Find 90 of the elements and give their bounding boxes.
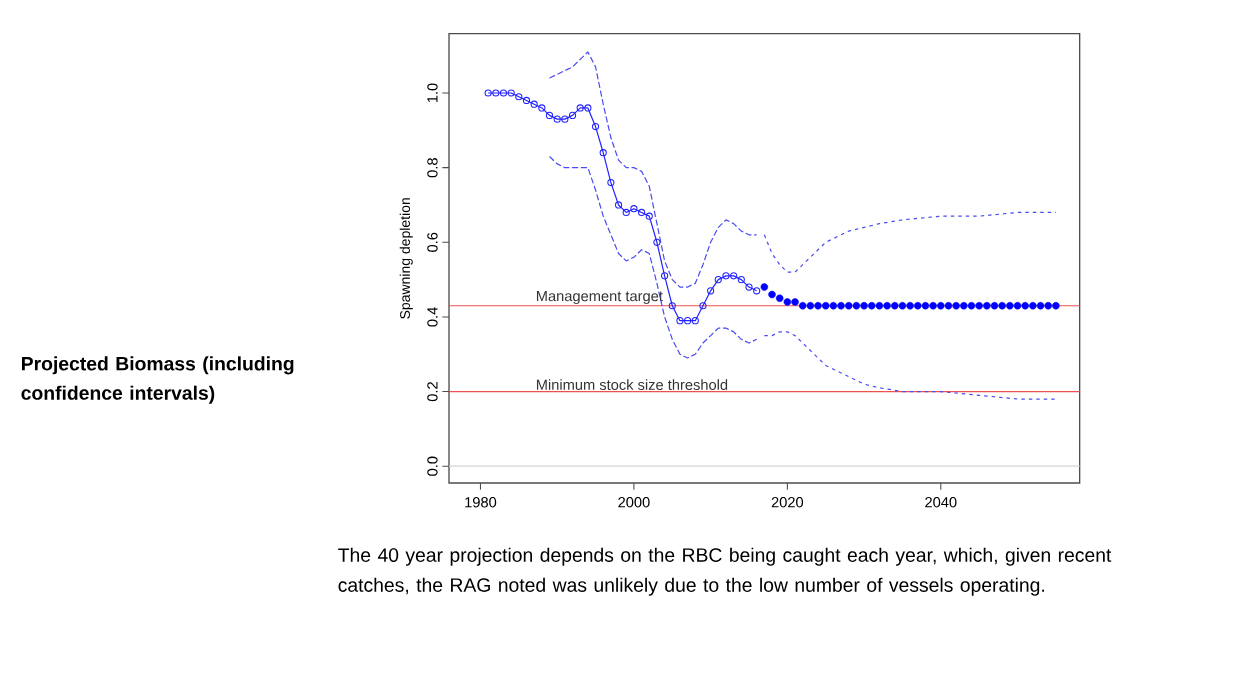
point: [561, 115, 569, 123]
point: [1044, 301, 1052, 310]
point: [814, 301, 822, 310]
point: [753, 287, 761, 295]
point: [998, 301, 1006, 310]
point: [492, 89, 500, 97]
point: [852, 301, 861, 310]
point: [553, 115, 561, 123]
point: [737, 276, 745, 284]
point: [599, 149, 607, 157]
point: [722, 272, 730, 280]
ref-line-label: Minimum stock size threshold: [536, 379, 728, 390]
text: Projected Biomass (including confidence intervals): [21, 356, 294, 404]
point: [515, 93, 523, 101]
x-tick-label: 2040: [925, 497, 957, 508]
point: [783, 298, 792, 306]
point: [668, 302, 676, 310]
point: [745, 283, 753, 291]
point: [775, 294, 784, 302]
point: [522, 96, 531, 105]
x-tick-label: 2000: [618, 497, 650, 508]
point: [883, 301, 891, 310]
point: [837, 301, 845, 310]
point: [1006, 301, 1014, 310]
line-series: [548, 51, 758, 288]
point: [538, 104, 546, 112]
point: [891, 301, 899, 310]
point: [983, 301, 991, 310]
point: [707, 287, 715, 295]
point: [591, 122, 600, 131]
point: [499, 89, 508, 97]
y-tick-label: 0.6: [427, 232, 438, 252]
point: [622, 208, 630, 217]
point: [1021, 301, 1029, 310]
point: [730, 272, 738, 280]
point: [545, 111, 554, 119]
point: [868, 301, 876, 310]
point: [990, 301, 999, 310]
point: [960, 301, 968, 310]
y-tick-label: 0.2: [427, 382, 438, 402]
point: [653, 238, 661, 246]
point: [530, 100, 538, 108]
point: [630, 205, 638, 213]
point: [584, 104, 592, 112]
point: [860, 301, 868, 310]
point: [614, 201, 623, 209]
x-tick-label: 1980: [465, 497, 497, 508]
point: [760, 283, 769, 291]
point: [1036, 301, 1045, 310]
point: [944, 301, 953, 310]
point: [661, 272, 669, 280]
point: [875, 301, 884, 310]
point: [1013, 301, 1022, 310]
point: [768, 290, 776, 299]
point: [1052, 301, 1060, 310]
point: [645, 212, 653, 220]
point: [975, 301, 983, 310]
point: [568, 111, 577, 119]
point: [845, 301, 853, 310]
point: [1029, 301, 1037, 310]
text: The 40 year projection depends on the RBC being caught each year, which, given recent catches, the RAG noted was unlikely due to the low number of vessels operating.: [338, 547, 1112, 596]
y-tick-label: 0.4: [427, 307, 438, 327]
point: [921, 301, 930, 310]
point: [906, 301, 914, 310]
point: [952, 301, 960, 310]
point: [676, 317, 684, 325]
point: [829, 301, 838, 310]
point: [699, 302, 707, 310]
point: [821, 301, 830, 310]
point: [937, 301, 945, 310]
point: [898, 301, 907, 310]
point: [607, 178, 615, 187]
point: [576, 104, 584, 112]
point: [798, 301, 807, 310]
point: [791, 298, 799, 306]
y-axis-title: Spawning depletion: [399, 198, 413, 319]
point: [507, 89, 515, 97]
y-tick-label: 1.0: [427, 83, 438, 103]
point: [684, 317, 692, 325]
y-tick-label: 0.8: [427, 158, 438, 178]
point: [967, 301, 976, 310]
x-tick-label: 2020: [771, 497, 804, 508]
point: [806, 301, 815, 310]
point: [691, 317, 699, 325]
point: [714, 276, 722, 284]
y-tick-label: 0.0: [427, 456, 438, 476]
ref-line-label: Management target: [536, 291, 663, 305]
point: [914, 301, 922, 310]
point: [637, 208, 646, 217]
point: [929, 301, 937, 310]
